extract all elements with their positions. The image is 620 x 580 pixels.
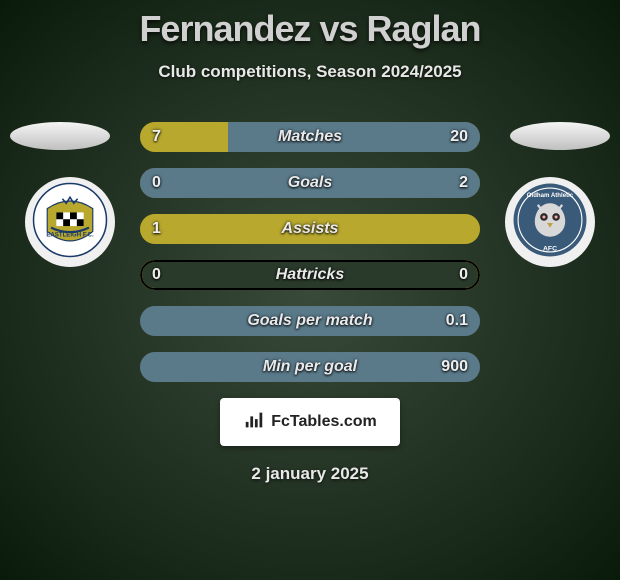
svg-text:EASTLEIGH F.C.: EASTLEIGH F.C. [46,231,94,238]
stat-row: 0Goals2 [140,168,480,198]
comparison-content: EASTLEIGH F.C. Oldham Athletic AFC 7 [0,122,620,484]
ellipse-left [10,122,110,150]
stat-value-right: 0 [459,260,468,290]
stat-bars: 7Matches200Goals21Assists0Hattricks0Goal… [140,122,480,382]
date: 2 january 2025 [0,464,620,484]
stat-row: Goals per match0.1 [140,306,480,336]
subtitle: Club competitions, Season 2024/2025 [0,62,620,82]
crest-left: EASTLEIGH F.C. [25,177,115,267]
stat-label: Goals [140,168,480,198]
stat-label: Goals per match [140,306,480,336]
watermark: FcTables.com [220,398,400,446]
stat-row: Min per goal900 [140,352,480,382]
svg-text:AFC: AFC [543,245,557,252]
eastleigh-crest-icon: EASTLEIGH F.C. [32,182,108,263]
stat-value-right: 0.1 [446,306,468,336]
crest-right: Oldham Athletic AFC [505,177,595,267]
stat-label: Min per goal [140,352,480,382]
watermark-text: FcTables.com [271,413,377,431]
stat-row: 0Hattricks0 [140,260,480,290]
ellipse-right [510,122,610,150]
stat-label: Matches [140,122,480,152]
chart-icon [243,409,265,436]
title: Fernandez vs Raglan [0,0,620,50]
stat-value-right: 2 [459,168,468,198]
oldham-crest-icon: Oldham Athletic AFC [512,182,588,263]
stat-row: 1Assists [140,214,480,244]
svg-text:Oldham Athletic: Oldham Athletic [527,192,574,199]
stat-row: 7Matches20 [140,122,480,152]
stat-label: Assists [140,214,480,244]
stat-value-right: 20 [450,122,468,152]
stat-label: Hattricks [140,260,480,290]
stat-value-right: 900 [441,352,468,382]
